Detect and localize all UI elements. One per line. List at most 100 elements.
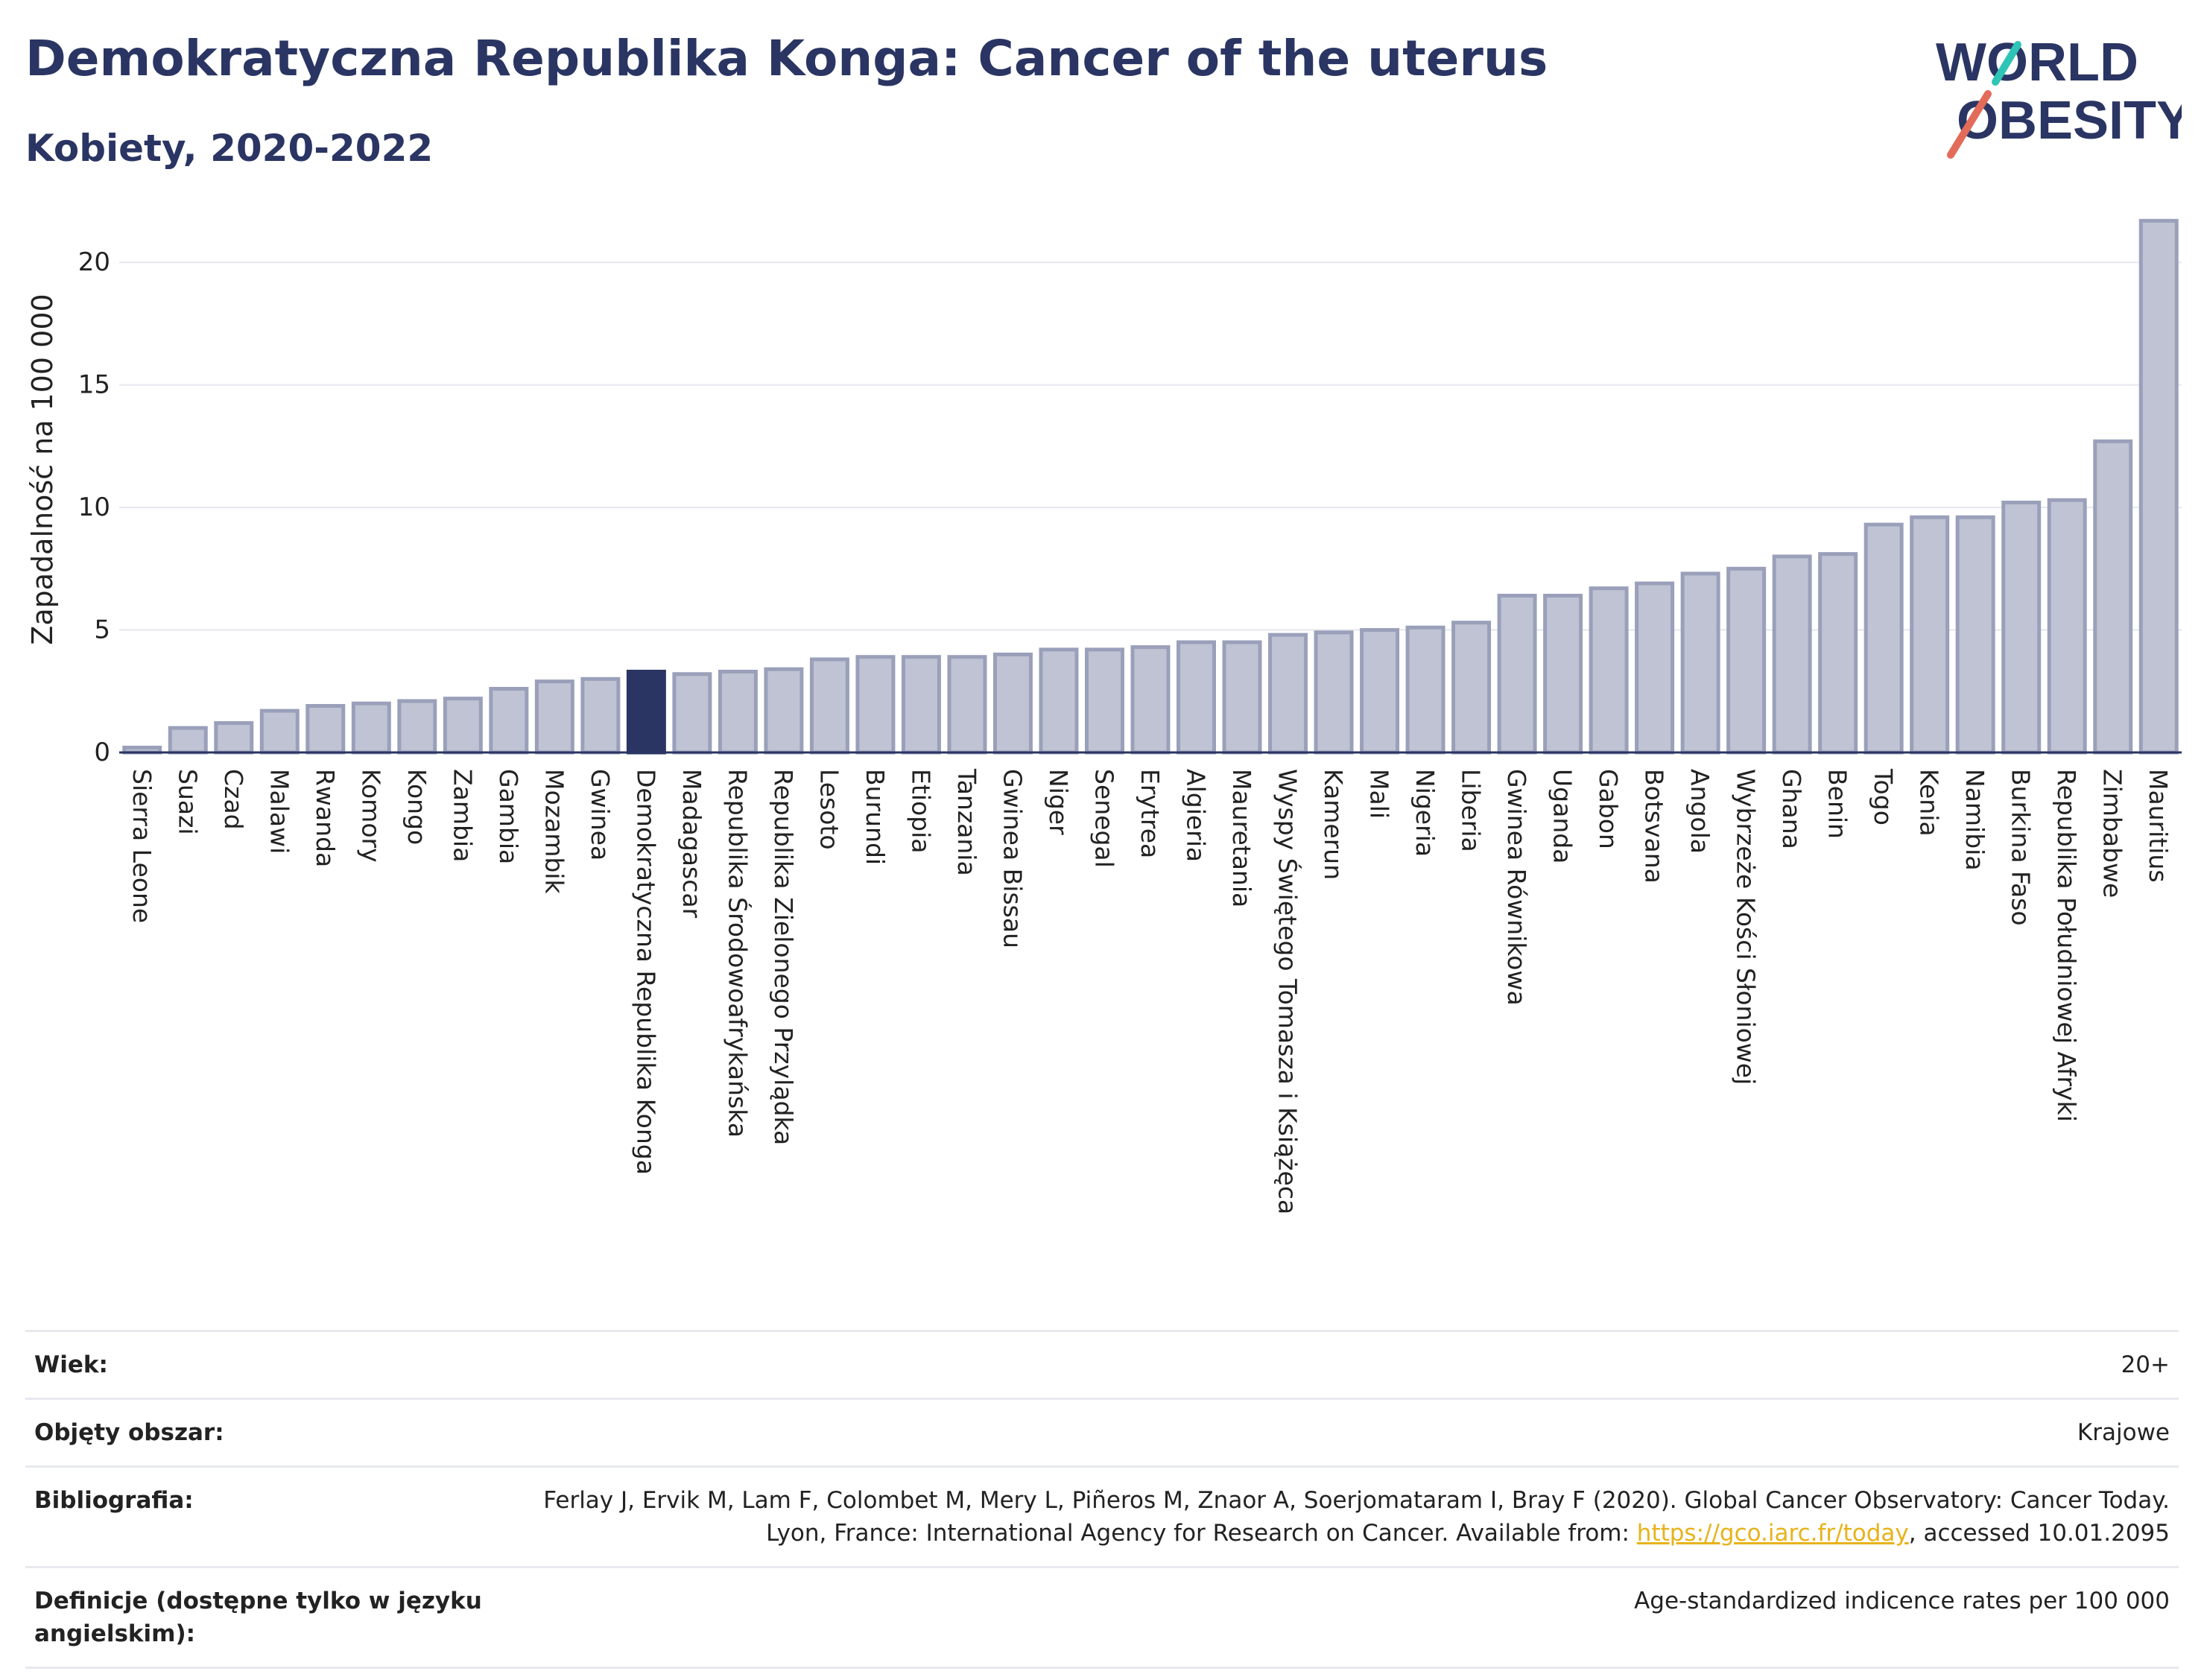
x-tick-label: Benin (1823, 769, 1852, 839)
bar (1863, 522, 1904, 755)
meta-def-value: Age-standardized indicence rates per 100… (1634, 1588, 2170, 1614)
bar (214, 721, 254, 755)
x-tick-label: Republika Środowoafrykańska (723, 769, 753, 1138)
bar (1084, 647, 1124, 755)
bar (947, 655, 987, 755)
meta-age-label: Wiek: (34, 1351, 108, 1378)
meta-area-value: Krajowe (2077, 1419, 2170, 1446)
meta-age-value: 20+ (2121, 1351, 2170, 1378)
bar (809, 657, 849, 755)
meta-bib-label: Bibliografia: (34, 1487, 194, 1514)
bar (580, 676, 621, 755)
x-tick-label: Madagascar (677, 769, 706, 919)
y-tick-label: 15 (78, 370, 110, 400)
bar (168, 726, 208, 755)
bar (1635, 581, 1675, 755)
bar (1222, 640, 1262, 755)
x-tick-label: Algieria (1182, 769, 1211, 862)
x-tick-label: Togo (1869, 768, 1898, 825)
metadata-table: Wiek: 20+ Objęty obszar: Krajowe Bibliog… (25, 1330, 2179, 1669)
meta-row-bibliography: Bibliografia: Ferlay J, Ervik M, Lam F, … (25, 1465, 2179, 1566)
y-tick-label: 10 (78, 492, 110, 522)
bar (1910, 515, 1950, 755)
logo-line1: WORLD (1936, 33, 2138, 92)
bar (1680, 571, 1720, 755)
bar (1589, 586, 1629, 755)
x-tick-label: Gwinea Równikowa (1502, 769, 1531, 1006)
bar (901, 655, 941, 755)
y-tick-label: 5 (94, 615, 110, 645)
x-tick-label: Kenia (1915, 769, 1944, 837)
bar (351, 701, 391, 755)
meta-area-label: Objęty obszar: (34, 1419, 224, 1446)
bar (672, 672, 712, 755)
bar (855, 655, 896, 755)
bar (305, 704, 346, 755)
bar (259, 709, 300, 755)
x-tick-label: Etiopia (906, 769, 935, 854)
x-tick-label: Demokratyczna Republika Konga (631, 769, 660, 1175)
x-tick-label: Uganda (1548, 769, 1577, 863)
bar (1130, 645, 1171, 755)
x-tick-label: Senegal (1089, 769, 1118, 868)
x-tick-label: Lesoto (814, 769, 843, 850)
x-tick-label: Burundi (861, 769, 890, 865)
x-tick-label: Mali (1365, 769, 1394, 819)
page-subtitle: Kobiety, 2020-2022 (25, 127, 434, 170)
bar (2138, 218, 2179, 755)
x-tick-label: Gwinea (586, 769, 615, 860)
x-tick-label: Gabon (1594, 769, 1623, 849)
meta-def-label: Definicje (dostępne tylko w języku angie… (34, 1588, 482, 1647)
x-tick-label: Gambia (494, 769, 523, 864)
meta-row-definitions: Definicje (dostępne tylko w języku angie… (25, 1566, 2179, 1669)
x-tick-label: Mauritius (2144, 769, 2173, 883)
meta-row-area: Objęty obszar: Krajowe (25, 1398, 2179, 1465)
x-tick-label: Wyspy Świętego Tomasza i Książęca (1273, 769, 1303, 1214)
bar-chart: 0 5 10 15 20 Zapadalność na 100 000 Sierra Leo… (26, 218, 2182, 1214)
bar (1772, 554, 1812, 755)
bar (1726, 566, 1767, 755)
x-tick-label: Komory (356, 769, 385, 863)
x-tick-label: Namibia (1960, 769, 1989, 871)
x-tick-label: Tanzania (952, 768, 981, 876)
y-tick-label: 0 (94, 738, 110, 767)
x-tick-label: Erytrea (1136, 769, 1165, 858)
x-tick-label: Wybrzeże Kości Słoniowej (1732, 769, 1761, 1085)
x-tick-label: Rwanda (311, 769, 340, 867)
x-tick-label: Burkina Faso (2007, 769, 2036, 926)
x-tick-label: Kamerun (1319, 769, 1348, 880)
bar (1497, 594, 1537, 755)
bar (626, 669, 666, 755)
meta-bib-value: Ferlay J, Ervik M, Lam F, Colombet M, Me… (531, 1484, 2170, 1550)
x-tick-label: Sierra Leone (127, 769, 156, 923)
x-tick-label: Mauretania (1227, 769, 1256, 907)
x-tick-label: Zimbabwe (2098, 769, 2127, 898)
bib-link[interactable]: https://gco.iarc.fr/today (1636, 1520, 1909, 1547)
meta-row-age: Wiek: 20+ (25, 1330, 2179, 1398)
bar (2093, 439, 2133, 755)
bar (764, 667, 804, 755)
x-tick-label: Malawi (265, 769, 294, 854)
y-tick-label: 20 (78, 247, 110, 277)
bar (2001, 501, 2042, 755)
x-tick-label: Republika Południowej Afryki (2052, 769, 2081, 1122)
world-obesity-logo: WORLD OBESITY (1936, 33, 2182, 159)
x-tick-label: Niger (1044, 769, 1073, 835)
bar (397, 699, 437, 755)
bar (1314, 630, 1354, 755)
x-tick-label: Nigeria (1410, 769, 1440, 857)
bar (1543, 594, 1583, 755)
bar (2047, 498, 2087, 755)
x-tick-label: Liberia (1457, 769, 1486, 852)
bar (1818, 552, 1858, 755)
x-tick-label: Angola (1685, 769, 1714, 854)
x-tick-label: Kongo (402, 769, 431, 845)
logo-line2: OBESITY (1957, 91, 2182, 150)
bar (1405, 625, 1445, 755)
bib-text: Ferlay J, Ervik M, Lam F, Colombet M, Me… (543, 1487, 2170, 1547)
bar (1268, 633, 1308, 755)
x-tick-label: Mozambik (539, 769, 569, 894)
x-tick-label: Czad (219, 769, 248, 830)
x-tick-label: Gwinea Bissau (998, 769, 1027, 948)
x-tick-label: Republika Zielonego Przylądka (769, 769, 798, 1145)
